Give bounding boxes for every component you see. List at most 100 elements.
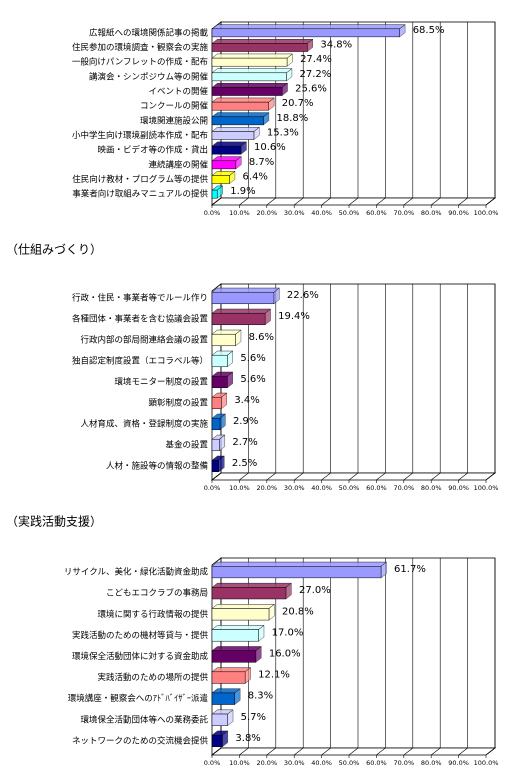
value-label: 20.7% xyxy=(282,98,314,109)
floor-grid-line xyxy=(403,472,413,481)
bar xyxy=(211,72,287,82)
category-label: リサイクル、美化・緑化活動資金助成 xyxy=(64,567,209,578)
value-label: 2.9% xyxy=(233,416,258,427)
bar-top xyxy=(211,625,265,630)
x-tick-label: 20.0% xyxy=(256,209,277,217)
x-tick-label: 20.0% xyxy=(256,759,277,767)
bar-top xyxy=(211,24,406,30)
bar-top xyxy=(211,39,314,44)
bar xyxy=(211,566,382,579)
x-tick-label: 90.0% xyxy=(448,209,469,217)
floor-grid-line xyxy=(458,747,468,756)
bar xyxy=(211,333,236,347)
floor-grid-line xyxy=(485,197,496,206)
bar xyxy=(211,587,287,600)
bar xyxy=(211,354,228,368)
value-label: 12.1% xyxy=(258,670,290,681)
value-label: 61.7% xyxy=(394,564,426,575)
category-label: 行政内部の部局間連絡会議の設置 xyxy=(80,335,208,346)
category-label: 各種団体・事業者を含む協議会設置 xyxy=(72,314,209,325)
x-tick-label: 90.0% xyxy=(448,759,469,767)
x-tick-label: 0.0% xyxy=(204,759,221,767)
value-label: 34.8% xyxy=(320,40,352,51)
value-label: 10.6% xyxy=(254,142,286,153)
floor-grid-line xyxy=(211,472,222,481)
bar xyxy=(211,713,228,726)
bar xyxy=(211,145,242,155)
floor-grid-line xyxy=(321,197,331,206)
floor-grid-line xyxy=(294,747,304,756)
x-tick-label: 0.0% xyxy=(204,484,221,492)
bar-top xyxy=(211,127,261,132)
x-tick-label: 10.0% xyxy=(229,209,250,217)
bar xyxy=(211,629,259,642)
bar xyxy=(211,175,230,184)
x-tick-label: 50.0% xyxy=(339,484,360,492)
value-label: 20.8% xyxy=(282,606,314,617)
value-label: 8.3% xyxy=(248,691,273,702)
category-label: 環境講座・観察会へのｱﾄﾞﾊﾞｲｻﾞｰ派遣 xyxy=(68,693,209,704)
floor-grid-line xyxy=(431,197,441,206)
bar xyxy=(211,101,269,111)
category-label: 住民参加の環境調査・観察会の実施 xyxy=(72,42,209,53)
value-label: 6.4% xyxy=(243,172,268,183)
bar-top xyxy=(211,83,289,88)
x-tick-label: 60.0% xyxy=(366,209,387,217)
floor-grid-line xyxy=(431,472,441,481)
section-title: （実践活動支援） xyxy=(6,514,102,529)
bar-top xyxy=(211,646,262,651)
floor-grid-line xyxy=(266,747,276,756)
x-tick-label: 20.0% xyxy=(256,484,277,492)
x-tick-label: 80.0% xyxy=(421,209,442,217)
bar-top xyxy=(211,68,293,74)
bar xyxy=(211,650,257,663)
x-tick-label: 80.0% xyxy=(421,484,442,492)
floor-grid-line xyxy=(294,197,304,206)
floor-grid-line xyxy=(266,197,276,206)
bar xyxy=(211,57,288,67)
section-title: （仕組みづくり） xyxy=(6,243,102,257)
value-label: 2.7% xyxy=(232,437,257,448)
floor-grid-line xyxy=(348,197,359,206)
category-label: 人材・施設等の情報の整備 xyxy=(106,461,209,472)
x-tick-label: 50.0% xyxy=(339,209,360,217)
floor-grid-line xyxy=(403,197,413,206)
category-label: ネットワークのための交流機会提供 xyxy=(72,735,209,746)
value-label: 17.0% xyxy=(272,627,304,638)
floor-grid-line xyxy=(211,747,222,756)
value-label: 8.6% xyxy=(249,332,274,343)
bar xyxy=(211,438,220,452)
value-label: 68.5% xyxy=(413,25,445,36)
value-label: 15.3% xyxy=(267,128,299,139)
category-label: 事業者向け取組みマニュアルの提供 xyxy=(72,189,208,200)
category-label: 住民向け教材・プログラム等の提供 xyxy=(72,174,208,185)
x-tick-label: 0.0% xyxy=(204,209,221,217)
floor-grid-line xyxy=(376,472,386,481)
bar xyxy=(211,28,400,38)
bar xyxy=(211,692,235,705)
bar xyxy=(211,116,264,126)
bar xyxy=(211,734,223,748)
floor-grid-line xyxy=(376,747,386,756)
x-tick-label: 10.0% xyxy=(229,759,250,767)
bar-top xyxy=(211,53,294,59)
bar xyxy=(211,396,222,410)
bar-top xyxy=(211,141,248,147)
category-label: コンクールの開催 xyxy=(140,101,209,112)
floor-grid-line xyxy=(403,747,413,756)
x-tick-label: 100.0% xyxy=(474,759,499,767)
floor-grid-line xyxy=(431,747,441,756)
bar xyxy=(211,43,308,52)
x-tick-label: 10.0% xyxy=(229,484,250,492)
category-label: イベントの開催 xyxy=(148,86,208,97)
floor-grid-line xyxy=(376,197,386,206)
x-tick-label: 70.0% xyxy=(393,209,414,217)
x-tick-label: 70.0% xyxy=(393,759,414,767)
floor-grid-line xyxy=(239,197,249,206)
category-label: 実践活動のための場所の提供 xyxy=(97,672,208,683)
category-label: 顕彰制度の設置 xyxy=(148,398,208,409)
value-label: 19.4% xyxy=(278,311,310,322)
bar xyxy=(211,87,283,96)
